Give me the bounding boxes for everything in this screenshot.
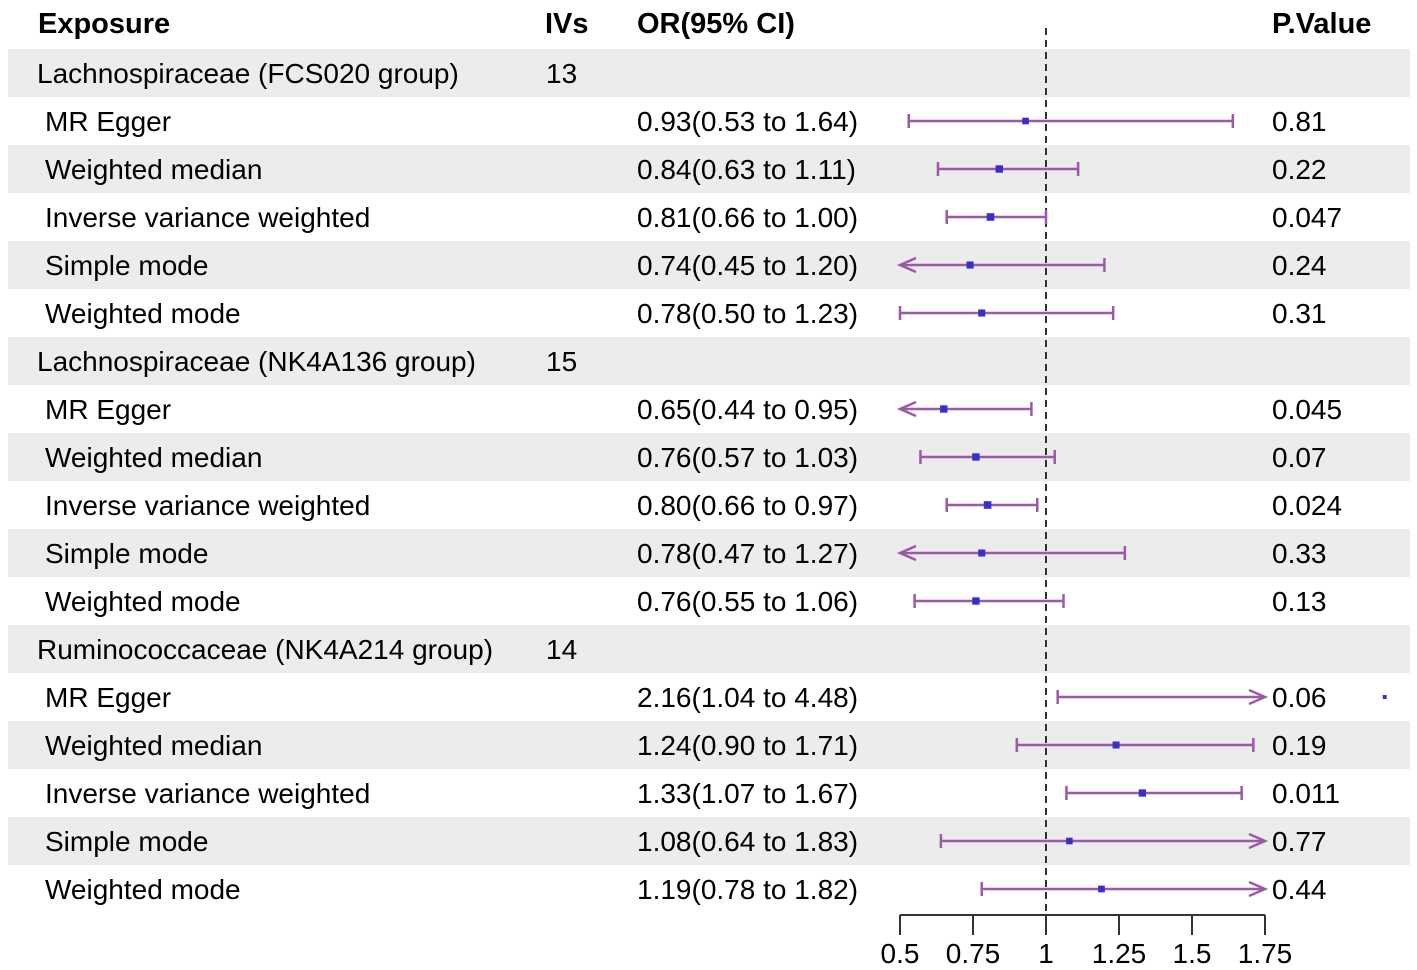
x-tick-label: 0.75 — [946, 938, 1001, 969]
p-value: 0.011 — [1272, 778, 1340, 809]
point-estimate — [1112, 741, 1120, 749]
point-estimate — [972, 453, 980, 461]
p-value: 0.33 — [1272, 538, 1327, 569]
point-estimate — [983, 501, 992, 509]
ci-arrow-right — [1248, 880, 1269, 898]
row-band — [8, 529, 1410, 577]
or-ci-text: 0.76(0.55 to 1.06) — [637, 586, 858, 617]
or-ci-text: 0.80(0.66 to 0.97) — [637, 490, 858, 521]
ivs-value: 13 — [546, 58, 577, 89]
method-label: Weighted median — [45, 154, 262, 185]
point-estimate — [995, 165, 1003, 173]
row-band — [8, 145, 1410, 193]
method-label: Inverse variance weighted — [45, 490, 370, 521]
method-label: Simple mode — [45, 538, 208, 569]
method-label: Simple mode — [45, 250, 208, 281]
or-ci-text: 0.65(0.44 to 0.95) — [637, 394, 858, 425]
group-label: Lachnospiraceae (NK4A136 group) — [37, 346, 476, 377]
method-label: Simple mode — [45, 826, 208, 857]
group-label: Lachnospiraceae (FCS020 group) — [37, 58, 459, 89]
p-value: 0.13 — [1272, 586, 1327, 617]
method-label: Inverse variance weighted — [45, 202, 370, 233]
p-value: 0.24 — [1272, 250, 1327, 281]
ci-arrow-left — [896, 256, 917, 274]
point-estimate — [1022, 117, 1029, 125]
or-ci-text: 1.19(0.78 to 1.82) — [637, 874, 858, 905]
or-ci-text: 0.84(0.63 to 1.11) — [637, 154, 856, 185]
or-ci-text: 1.24(0.90 to 1.71) — [637, 730, 858, 761]
x-tick-label: 0.5 — [881, 938, 920, 969]
p-value: 0.047 — [1272, 202, 1342, 233]
p-value: 0.22 — [1272, 154, 1327, 185]
or-ci-text: 1.33(1.07 to 1.67) — [637, 778, 858, 809]
or-ci-text: 2.16(1.04 to 4.48) — [637, 682, 858, 713]
method-label: MR Egger — [45, 394, 171, 425]
method-label: MR Egger — [45, 682, 171, 713]
or-ci-text: 1.08(0.64 to 1.83) — [637, 826, 858, 857]
p-value: 0.44 — [1272, 874, 1327, 905]
point-estimate — [1066, 837, 1073, 845]
point-estimate — [940, 405, 948, 413]
row-band — [8, 241, 1410, 289]
method-label: Inverse variance weighted — [45, 778, 370, 809]
point-estimate — [1382, 695, 1387, 699]
x-tick-label: 1 — [1038, 938, 1054, 969]
method-label: MR Egger — [45, 106, 171, 137]
point-estimate — [978, 549, 986, 557]
method-label: Weighted mode — [45, 874, 241, 905]
method-label: Weighted median — [45, 442, 262, 473]
p-value: 0.31 — [1272, 298, 1327, 329]
p-value: 0.07 — [1272, 442, 1327, 473]
row-band — [8, 49, 1410, 97]
point-estimate — [972, 597, 980, 605]
point-estimate — [966, 261, 974, 269]
ci-arrow-right — [1248, 688, 1269, 706]
row-band — [8, 337, 1410, 385]
x-tick-label: 1.75 — [1238, 938, 1293, 969]
ivs-value: 15 — [546, 346, 577, 377]
p-value: 0.77 — [1272, 826, 1327, 857]
p-value: 0.024 — [1272, 490, 1342, 521]
p-value: 0.06 — [1272, 682, 1327, 713]
header-pvalue: P.Value — [1272, 8, 1371, 40]
point-estimate — [1138, 789, 1146, 797]
p-value: 0.19 — [1272, 730, 1327, 761]
ci-arrow-left — [896, 544, 917, 562]
point-estimate — [1098, 885, 1105, 893]
x-tick-label: 1.25 — [1092, 938, 1147, 969]
or-ci-text: 0.78(0.47 to 1.27) — [637, 538, 858, 569]
ci-arrow-left — [896, 400, 917, 418]
header-exposure: Exposure — [38, 8, 170, 40]
group-label: Ruminococcaceae (NK4A214 group) — [37, 634, 493, 665]
ivs-value: 14 — [546, 634, 577, 665]
point-estimate — [986, 213, 995, 221]
or-ci-text: 0.81(0.66 to 1.00) — [637, 202, 858, 233]
x-tick-label: 1.5 — [1173, 938, 1212, 969]
method-label: Weighted median — [45, 730, 262, 761]
or-ci-text: 0.78(0.50 to 1.23) — [637, 298, 858, 329]
point-estimate — [978, 309, 986, 317]
method-label: Weighted mode — [45, 586, 241, 617]
method-label: Weighted mode — [45, 298, 241, 329]
row-band — [8, 433, 1410, 481]
ci-arrow-right — [1248, 832, 1269, 850]
p-value: 0.045 — [1272, 394, 1342, 425]
or-ci-text: 0.93(0.53 to 1.64) — [637, 106, 858, 137]
header-or: OR(95% CI) — [637, 8, 795, 40]
or-ci-text: 0.74(0.45 to 1.20) — [637, 250, 858, 281]
p-value: 0.81 — [1272, 106, 1327, 137]
or-ci-text: 0.76(0.57 to 1.03) — [637, 442, 858, 473]
header-ivs: IVs — [545, 8, 589, 40]
row-band — [8, 625, 1410, 673]
